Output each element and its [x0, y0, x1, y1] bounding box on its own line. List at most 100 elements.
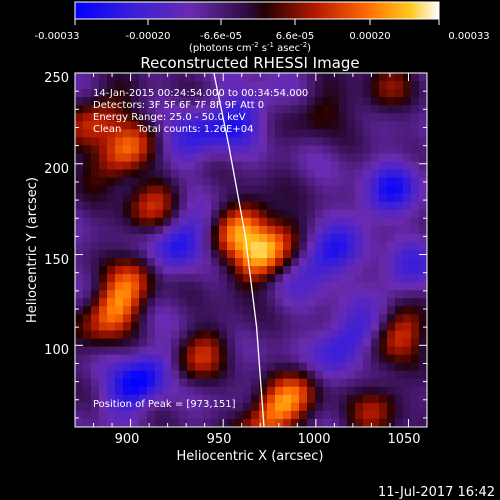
heatmap-cell [411, 89, 420, 98]
heatmap-cell [123, 193, 132, 203]
heatmap-cell [107, 201, 116, 211]
heatmap-cell [411, 225, 420, 235]
heatmap-cell [219, 145, 228, 155]
heatmap-cell [291, 233, 300, 243]
heatmap-cell [251, 274, 260, 283]
heatmap-cell [187, 145, 196, 155]
heatmap-cell [203, 346, 212, 356]
heatmap-cell [131, 129, 140, 138]
heatmap-cell [403, 209, 412, 219]
heatmap-cell [171, 193, 180, 203]
heatmap-cell [395, 322, 404, 332]
heatmap-cell [243, 73, 252, 82]
heatmap-cell [299, 81, 308, 90]
heatmap-cell [291, 169, 300, 179]
heatmap-cell [203, 201, 212, 211]
heatmap-cell [235, 153, 244, 163]
heatmap-cell [307, 185, 316, 195]
heatmap-cell [235, 258, 244, 267]
heatmap-cell [203, 274, 212, 283]
heatmap-cell [203, 129, 212, 138]
heatmap-cell [75, 258, 84, 267]
heatmap-cell [267, 185, 276, 195]
heatmap-cell [187, 386, 196, 396]
heatmap-cell [115, 402, 124, 412]
heatmap-cell [91, 330, 100, 340]
heatmap-cell [131, 185, 140, 195]
heatmap-cell [307, 258, 316, 267]
heatmap-cell [187, 233, 196, 243]
heatmap-cell [331, 185, 340, 195]
heatmap-cell [323, 185, 332, 195]
heatmap-cell [235, 169, 244, 179]
heatmap-cell [227, 193, 236, 203]
heatmap-cell [139, 386, 148, 396]
heatmap-cell [283, 193, 292, 203]
heatmap-cell [163, 209, 172, 219]
heatmap-cell [123, 177, 132, 187]
heatmap-cell [195, 137, 204, 147]
heatmap-cell [195, 290, 204, 299]
heatmap-cell [251, 258, 260, 267]
heatmap-cell [355, 241, 364, 251]
heatmap-cell [171, 314, 180, 324]
heatmap-cell [203, 105, 212, 114]
heatmap-cell [195, 282, 204, 291]
heatmap-cell [395, 137, 404, 147]
heatmap-cell [235, 362, 244, 372]
heatmap-cell [83, 410, 92, 420]
heatmap-cell [395, 233, 404, 243]
heatmap-cell [211, 394, 220, 404]
heatmap-cell [283, 250, 292, 259]
heatmap-cell [163, 169, 172, 179]
heatmap-cell [315, 105, 324, 114]
colorbar-ticks [74, 19, 440, 25]
heatmap-cell [155, 161, 164, 171]
heatmap-cell [179, 161, 188, 171]
heatmap-cell [171, 322, 180, 332]
heatmap-cell [339, 370, 348, 380]
heatmap-cell [75, 362, 84, 372]
heatmap-cell [307, 370, 316, 380]
heatmap-cell [299, 306, 308, 315]
heatmap-cell [195, 225, 204, 235]
heatmap-cell [219, 338, 228, 348]
heatmap-cell [99, 105, 108, 114]
heatmap-cell [147, 258, 156, 267]
heatmap-cell [371, 274, 380, 283]
heatmap-cell [147, 185, 156, 195]
heatmap-cell [227, 282, 236, 291]
heatmap-cell [267, 241, 276, 251]
heatmap-cell [155, 346, 164, 356]
heatmap-cell [123, 290, 132, 299]
heatmap-cell [259, 89, 268, 98]
heatmap-cell [395, 386, 404, 396]
heatmap-cell [147, 370, 156, 380]
heatmap-cell [179, 362, 188, 372]
heatmap-cell [99, 177, 108, 187]
heatmap-cell [99, 258, 108, 267]
heatmap-cell [275, 233, 284, 243]
heatmap-cell [339, 338, 348, 348]
heatmap-cell [307, 233, 316, 243]
heatmap-cell [99, 233, 108, 243]
heatmap-cell [355, 185, 364, 195]
heatmap-cell [75, 346, 84, 356]
heatmap-cell [203, 418, 212, 427]
heatmap-cell [123, 354, 132, 364]
heatmap-cell [131, 145, 140, 155]
heatmap-cell [155, 370, 164, 380]
heatmap-cell [83, 298, 92, 307]
heatmap-cell [347, 322, 356, 332]
heatmap-cell [323, 209, 332, 219]
heatmap-cell [395, 298, 404, 307]
heatmap-cell [307, 217, 316, 227]
heatmap-cell [163, 266, 172, 275]
heatmap-cell [291, 241, 300, 251]
heatmap-cell [139, 298, 148, 307]
heatmap-cell [323, 250, 332, 259]
heatmap-cell [403, 410, 412, 420]
heatmap-cell [323, 402, 332, 412]
heatmap-cell [307, 298, 316, 307]
